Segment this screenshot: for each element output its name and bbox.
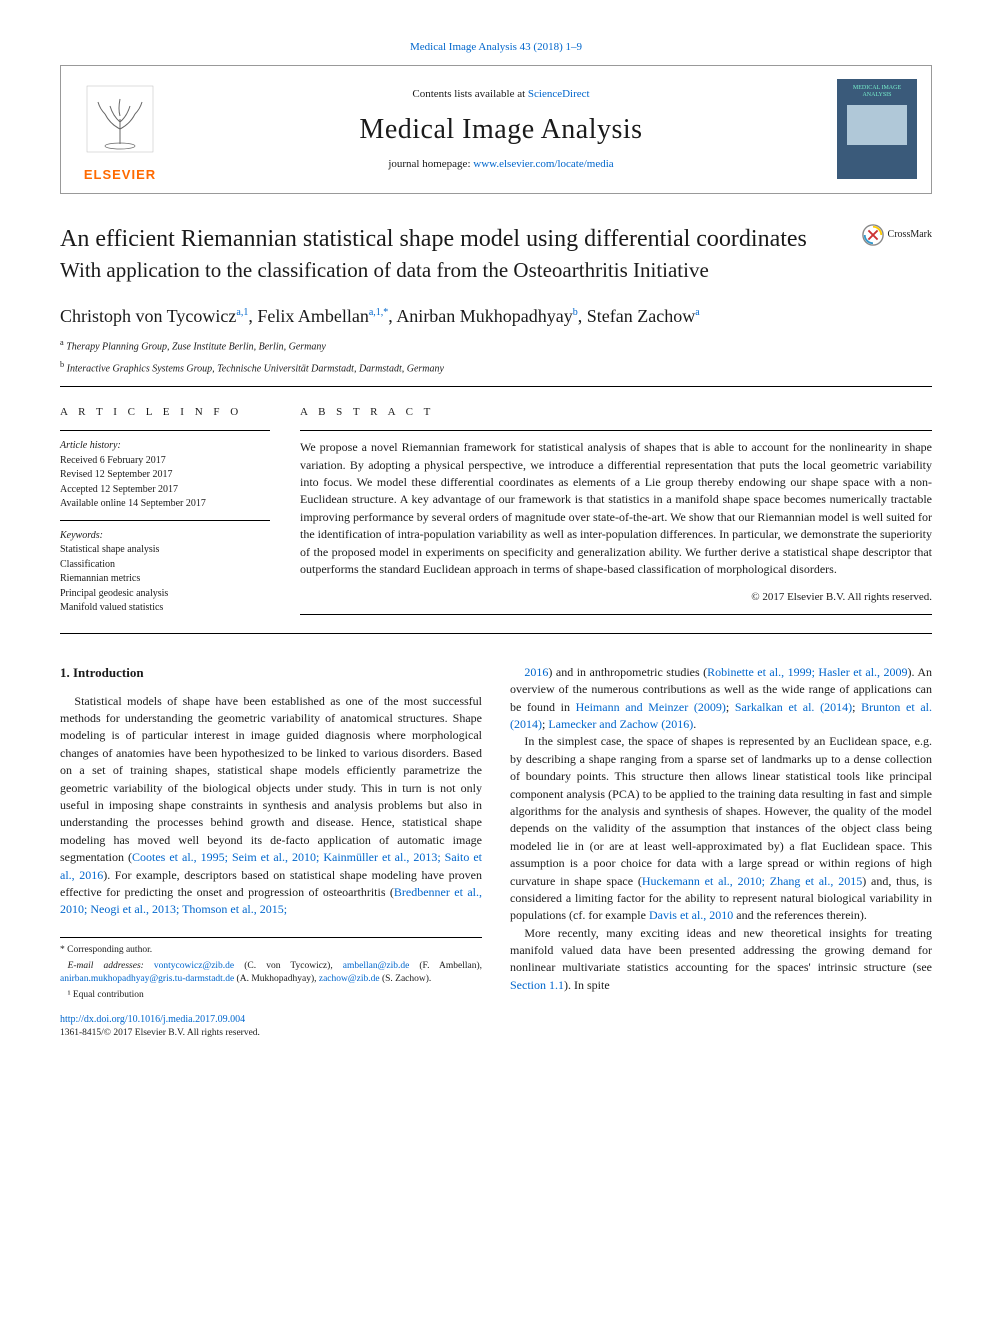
cite-heimann[interactable]: Heimann and Meinzer (2009) <box>576 700 726 714</box>
article-subtitle: With application to the classification o… <box>60 257 932 284</box>
author-4: Stefan Zachow <box>587 306 695 326</box>
section-1-heading: 1. Introduction <box>60 664 482 683</box>
sciencedirect-link[interactable]: ScienceDirect <box>528 88 590 100</box>
affiliation-a-mark: a <box>60 338 64 347</box>
affiliation-b: b Interactive Graphics Systems Group, Te… <box>60 359 932 376</box>
author-1: Christoph von Tycowicz <box>60 306 236 326</box>
divider <box>60 633 932 634</box>
history-label: Article history: <box>60 439 270 454</box>
cite-lamecker[interactable]: Lamecker and Zachow (2016) <box>548 717 693 731</box>
p2-end: . <box>693 717 696 731</box>
issn-copyright: 1361-8415/© 2017 Elsevier B.V. All right… <box>60 1027 482 1041</box>
crossmark-badge[interactable]: CrossMark <box>862 224 932 246</box>
article-title: An efficient Riemannian statistical shap… <box>60 224 932 255</box>
right-column: 2016) and in anthropometric studies (Rob… <box>510 664 932 1041</box>
author-3: Anirban Mukhopadhyay <box>396 306 572 326</box>
elsevier-tree-icon <box>85 84 155 154</box>
cite-robinette[interactable]: Robinette et al., 1999; Hasler et al., 2… <box>707 665 907 679</box>
doi-link[interactable]: http://dx.doi.org/10.1016/j.media.2017.0… <box>60 1014 245 1025</box>
keyword-0: Statistical shape analysis <box>60 543 270 558</box>
intro-p3: In the simplest case, the space of shape… <box>510 733 932 924</box>
email-4-name: (S. Zachow). <box>380 974 432 984</box>
journal-citation-link[interactable]: Medical Image Analysis 43 (2018) 1–9 <box>410 41 582 53</box>
cite-huckemann[interactable]: Huckemann et al., 2010; Zhang et al., 20… <box>642 874 862 888</box>
article-info-heading: A R T I C L E I N F O <box>60 405 270 420</box>
intro-p4: More recently, many exciting ideas and n… <box>510 925 932 995</box>
cite-sarkalkan[interactable]: Sarkalkan et al. (2014) <box>735 700 852 714</box>
abstract-heading: A B S T R A C T <box>300 405 932 420</box>
keywords-label: Keywords: <box>60 529 270 544</box>
keyword-3: Principal geodesic analysis <box>60 587 270 602</box>
keyword-1: Classification <box>60 558 270 573</box>
footnotes: * Corresponding author. E-mail addresses… <box>60 937 482 1003</box>
crossmark-label: CrossMark <box>888 228 932 242</box>
homepage-link[interactable]: www.elsevier.com/locate/media <box>473 158 613 170</box>
keyword-4: Manifold valued statistics <box>60 601 270 616</box>
email-1-name: (C. von Tycowicz), <box>234 961 343 971</box>
affiliation-b-mark: b <box>60 360 64 369</box>
cite-2016[interactable]: 2016 <box>524 665 548 679</box>
author-4-marks[interactable]: a <box>695 307 699 318</box>
email-3[interactable]: anirban.mukhopadhyay@gris.tu-darmstadt.d… <box>60 974 234 984</box>
email-label: E-mail addresses: <box>68 961 154 971</box>
author-2: Felix Ambellan <box>257 306 369 326</box>
email-4[interactable]: zachow@zib.de <box>319 974 380 984</box>
intro-p1: Statistical models of shape have been es… <box>60 693 482 919</box>
affiliation-a: a Therapy Planning Group, Zuse Institute… <box>60 337 932 354</box>
intro-p1-text: Statistical models of shape have been es… <box>60 694 482 865</box>
p3-end: and the references therein). <box>733 908 867 922</box>
history-revised: Revised 12 September 2017 <box>60 468 270 483</box>
cite-davis[interactable]: Davis et al., 2010 <box>649 908 733 922</box>
p2-s2: ; <box>852 700 861 714</box>
email-addresses: E-mail addresses: vontycowicz@zib.de (C.… <box>60 960 482 988</box>
crossmark-icon <box>862 224 884 246</box>
email-1[interactable]: vontycowicz@zib.de <box>154 961 234 971</box>
author-list: Christoph von Tycowicza,1, Felix Ambella… <box>60 304 932 329</box>
contents-label: Contents lists available at <box>412 88 527 100</box>
abstract-text: We propose a novel Riemannian framework … <box>300 439 932 578</box>
journal-cover-thumb: MEDICAL IMAGE ANALYSIS <box>837 79 917 179</box>
body-columns: 1. Introduction Statistical models of sh… <box>60 664 932 1041</box>
history-online: Available online 14 September 2017 <box>60 497 270 512</box>
history-accepted: Accepted 12 September 2017 <box>60 483 270 498</box>
corresponding-note: * Corresponding author. <box>60 944 482 958</box>
left-column: 1. Introduction Statistical models of sh… <box>60 664 482 1041</box>
elsevier-wordmark: ELSEVIER <box>75 166 165 184</box>
info-abstract-row: A R T I C L E I N F O Article history: R… <box>60 405 932 623</box>
header-center: Contents lists available at ScienceDirec… <box>165 87 837 173</box>
p2-s1: ; <box>726 700 735 714</box>
article-info-column: A R T I C L E I N F O Article history: R… <box>60 405 270 623</box>
abstract-column: A B S T R A C T We propose a novel Riema… <box>300 405 932 623</box>
intro-p2: 2016) and in anthropometric studies (Rob… <box>510 664 932 734</box>
p2-m1: ) and in anthropometric studies ( <box>548 665 707 679</box>
cover-title: MEDICAL IMAGE ANALYSIS <box>843 85 911 98</box>
affiliation-b-text: Interactive Graphics Systems Group, Tech… <box>67 363 444 374</box>
p4-pre: More recently, many exciting ideas and n… <box>510 926 932 975</box>
journal-citation: Medical Image Analysis 43 (2018) 1–9 <box>60 40 932 55</box>
journal-header: ELSEVIER Contents lists available at Sci… <box>60 65 932 193</box>
p4-end: ). In spite <box>564 978 610 992</box>
publisher-logo: ELSEVIER <box>75 74 165 184</box>
keyword-2: Riemannian metrics <box>60 572 270 587</box>
doi-block: http://dx.doi.org/10.1016/j.media.2017.0… <box>60 1013 482 1041</box>
cover-image-placeholder <box>847 105 907 145</box>
author-3-marks[interactable]: b <box>573 307 578 318</box>
email-3-name: (A. Mukhopadhyay), <box>234 974 319 984</box>
cite-section-1-1[interactable]: Section 1.1 <box>510 978 564 992</box>
author-2-marks[interactable]: a,1,* <box>369 307 388 318</box>
divider <box>60 386 932 387</box>
email-2-name: (F. Ambellan), <box>409 961 482 971</box>
homepage-label: journal homepage: <box>388 158 473 170</box>
abstract-copyright: © 2017 Elsevier B.V. All rights reserved… <box>300 590 932 605</box>
article-header: CrossMark An efficient Riemannian statis… <box>60 224 932 284</box>
affiliation-a-text: Therapy Planning Group, Zuse Institute B… <box>66 342 326 353</box>
history-received: Received 6 February 2017 <box>60 454 270 469</box>
journal-name: Medical Image Analysis <box>165 110 837 149</box>
author-1-marks[interactable]: a,1 <box>236 307 248 318</box>
email-2[interactable]: ambellan@zib.de <box>343 961 410 971</box>
equal-contribution-note: ¹ Equal contribution <box>60 989 482 1003</box>
p3-pre: In the simplest case, the space of shape… <box>510 734 932 887</box>
